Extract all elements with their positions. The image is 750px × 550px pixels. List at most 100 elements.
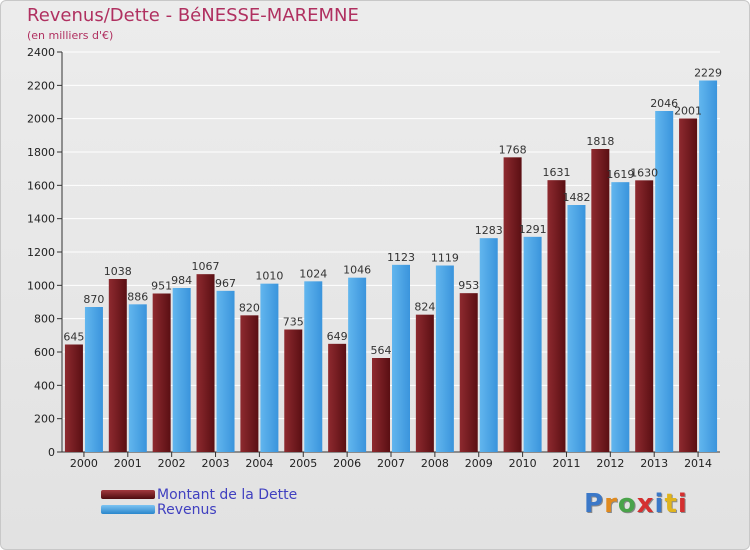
bar-revenue (260, 283, 279, 452)
y-tick-label: 1200 (27, 246, 55, 259)
data-label-debt: 564 (371, 344, 392, 357)
y-tick-label: 800 (34, 313, 55, 326)
data-label-revenue: 870 (83, 293, 104, 306)
data-label-debt: 1818 (586, 135, 614, 148)
bar-debt (679, 118, 698, 452)
data-label-revenue: 1123 (387, 251, 415, 264)
x-tick-label: 2013 (640, 457, 668, 470)
y-tick-label: 400 (34, 379, 55, 392)
y-tick-label: 1600 (27, 179, 55, 192)
y-tick-label: 2000 (27, 113, 55, 126)
data-label-revenue: 984 (171, 274, 192, 287)
bar-debt (328, 343, 347, 452)
data-label-debt: 820 (239, 301, 260, 314)
bar-debt (372, 358, 390, 452)
bar-debt (635, 180, 654, 453)
bar-debt (547, 180, 566, 452)
data-label-debt: 649 (327, 330, 348, 343)
x-tick-label: 2010 (509, 457, 537, 470)
x-tick-label: 2009 (465, 457, 493, 470)
x-tick-label: 2000 (70, 457, 98, 470)
data-label-debt: 645 (63, 331, 84, 344)
data-label-revenue: 2229 (694, 67, 722, 80)
x-tick-label: 2002 (158, 457, 186, 470)
y-tick-label: 2400 (27, 46, 55, 59)
bar-debt (459, 293, 478, 452)
bar-revenue (216, 290, 235, 452)
x-tick-label: 2004 (245, 457, 273, 470)
x-tick-label: 2005 (289, 457, 317, 470)
bar-debt (152, 293, 171, 452)
bar-revenue (523, 236, 542, 452)
data-label-revenue: 967 (215, 277, 236, 290)
y-tick-label: 200 (34, 413, 55, 426)
legend-item-revenue: Revenus (101, 501, 297, 518)
data-label-debt: 1630 (630, 166, 658, 179)
bar-revenue (699, 80, 718, 452)
data-label-debt: 1038 (104, 265, 132, 278)
bar-revenue (392, 264, 410, 452)
legend-label-revenue: Revenus (157, 501, 217, 518)
data-label-revenue: 1283 (475, 224, 503, 237)
data-label-debt: 1768 (499, 143, 527, 156)
legend-swatch-revenue (101, 505, 155, 514)
data-label-debt: 953 (458, 279, 479, 292)
legend-item-debt: Montant de la Dette (101, 486, 298, 503)
y-tick-label: 2200 (27, 79, 55, 92)
data-label-debt: 824 (414, 301, 435, 314)
x-tick-label: 2006 (333, 457, 361, 470)
bar-debt (591, 149, 610, 452)
data-label-debt: 1631 (542, 166, 570, 179)
y-tick-label: 1400 (27, 213, 55, 226)
bar-revenue (479, 238, 498, 452)
data-label-debt: 2001 (674, 105, 702, 118)
y-tick-label: 1800 (27, 146, 55, 159)
legend-swatch-debt (101, 490, 155, 499)
bar-debt (284, 329, 303, 452)
x-tick-label: 2007 (377, 457, 405, 470)
bar-revenue (611, 182, 630, 452)
data-label-revenue: 1010 (255, 270, 283, 283)
y-tick-label: 600 (34, 346, 55, 359)
chart-title: Revenus/Dette - BéNESSE-MAREMNE (27, 5, 359, 26)
bar-revenue (655, 111, 674, 452)
legend-label-debt: Montant de la Dette (157, 486, 298, 503)
x-tick-label: 2001 (114, 457, 142, 470)
data-label-revenue: 1046 (343, 264, 371, 277)
bar-revenue (435, 265, 454, 452)
data-label-revenue: 1482 (562, 191, 590, 204)
bar-debt (108, 279, 127, 452)
bar-debt (503, 157, 522, 453)
chart-subtitle: (en milliers d'€) (27, 29, 114, 42)
bar-revenue (172, 288, 191, 452)
data-label-revenue: 1291 (519, 223, 547, 236)
data-label-revenue: 1119 (431, 252, 459, 265)
bar-revenue (84, 307, 103, 452)
bar-debt (240, 315, 259, 452)
x-tick-label: 2008 (421, 457, 449, 470)
y-tick-label: 0 (48, 446, 55, 459)
x-tick-label: 2012 (596, 457, 624, 470)
y-tick-label: 1000 (27, 279, 55, 292)
bar-revenue (128, 304, 147, 452)
legend: Montant de la Dette Revenus (101, 486, 298, 518)
data-label-revenue: 1024 (299, 267, 327, 280)
bar-debt (64, 344, 83, 452)
data-label-debt: 1067 (192, 260, 220, 273)
data-label-revenue: 1619 (606, 168, 634, 181)
bar-revenue (304, 281, 323, 452)
bar-revenue (567, 205, 586, 452)
bar-revenue (348, 277, 367, 452)
x-tick-label: 2003 (202, 457, 230, 470)
bar-debt (196, 274, 215, 452)
bar-debt (415, 314, 434, 452)
data-label-debt: 951 (151, 280, 172, 293)
proxiti-logo: Proxiti (584, 489, 688, 519)
x-tick-label: 2014 (684, 457, 712, 470)
x-tick-label: 2011 (552, 457, 580, 470)
data-label-debt: 735 (283, 316, 304, 329)
data-label-revenue: 2046 (650, 97, 678, 110)
data-label-revenue: 886 (127, 290, 148, 303)
